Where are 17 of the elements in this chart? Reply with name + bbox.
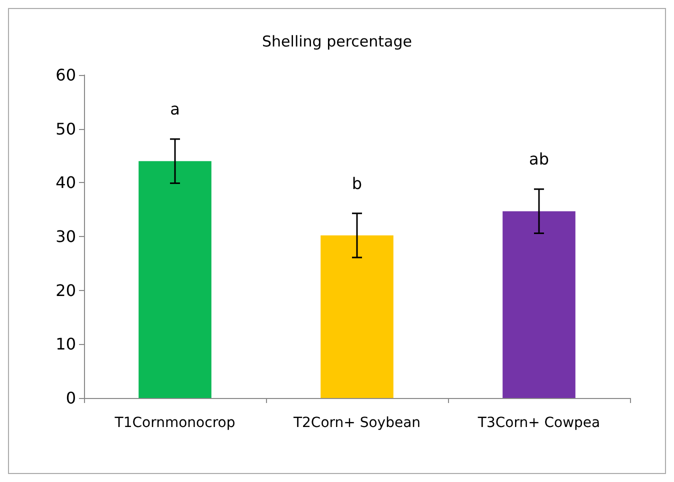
y-tick-label: 60	[56, 66, 76, 84]
y-tick-label: 0	[66, 388, 76, 408]
x-tick-label: T3Corn+ Cowpea	[476, 415, 600, 431]
y-tick-label: 10	[56, 334, 76, 354]
bar	[320, 235, 394, 398]
annotation: b	[352, 174, 362, 193]
y-tick-label: 40	[56, 173, 76, 192]
annotation: a	[170, 100, 180, 119]
x-tick-label: T1Cornmonocrop	[114, 415, 236, 431]
y-tick-label: 30	[56, 227, 76, 246]
bar	[138, 161, 212, 398]
chart-title: Shelling percentage	[262, 32, 412, 50]
y-tick-label: 20	[56, 280, 76, 300]
y-tick-label: 50	[56, 119, 76, 138]
bar	[502, 211, 576, 398]
x-tick-label: T2Corn+ Soybean	[292, 415, 421, 431]
annotation: ab	[529, 150, 549, 169]
